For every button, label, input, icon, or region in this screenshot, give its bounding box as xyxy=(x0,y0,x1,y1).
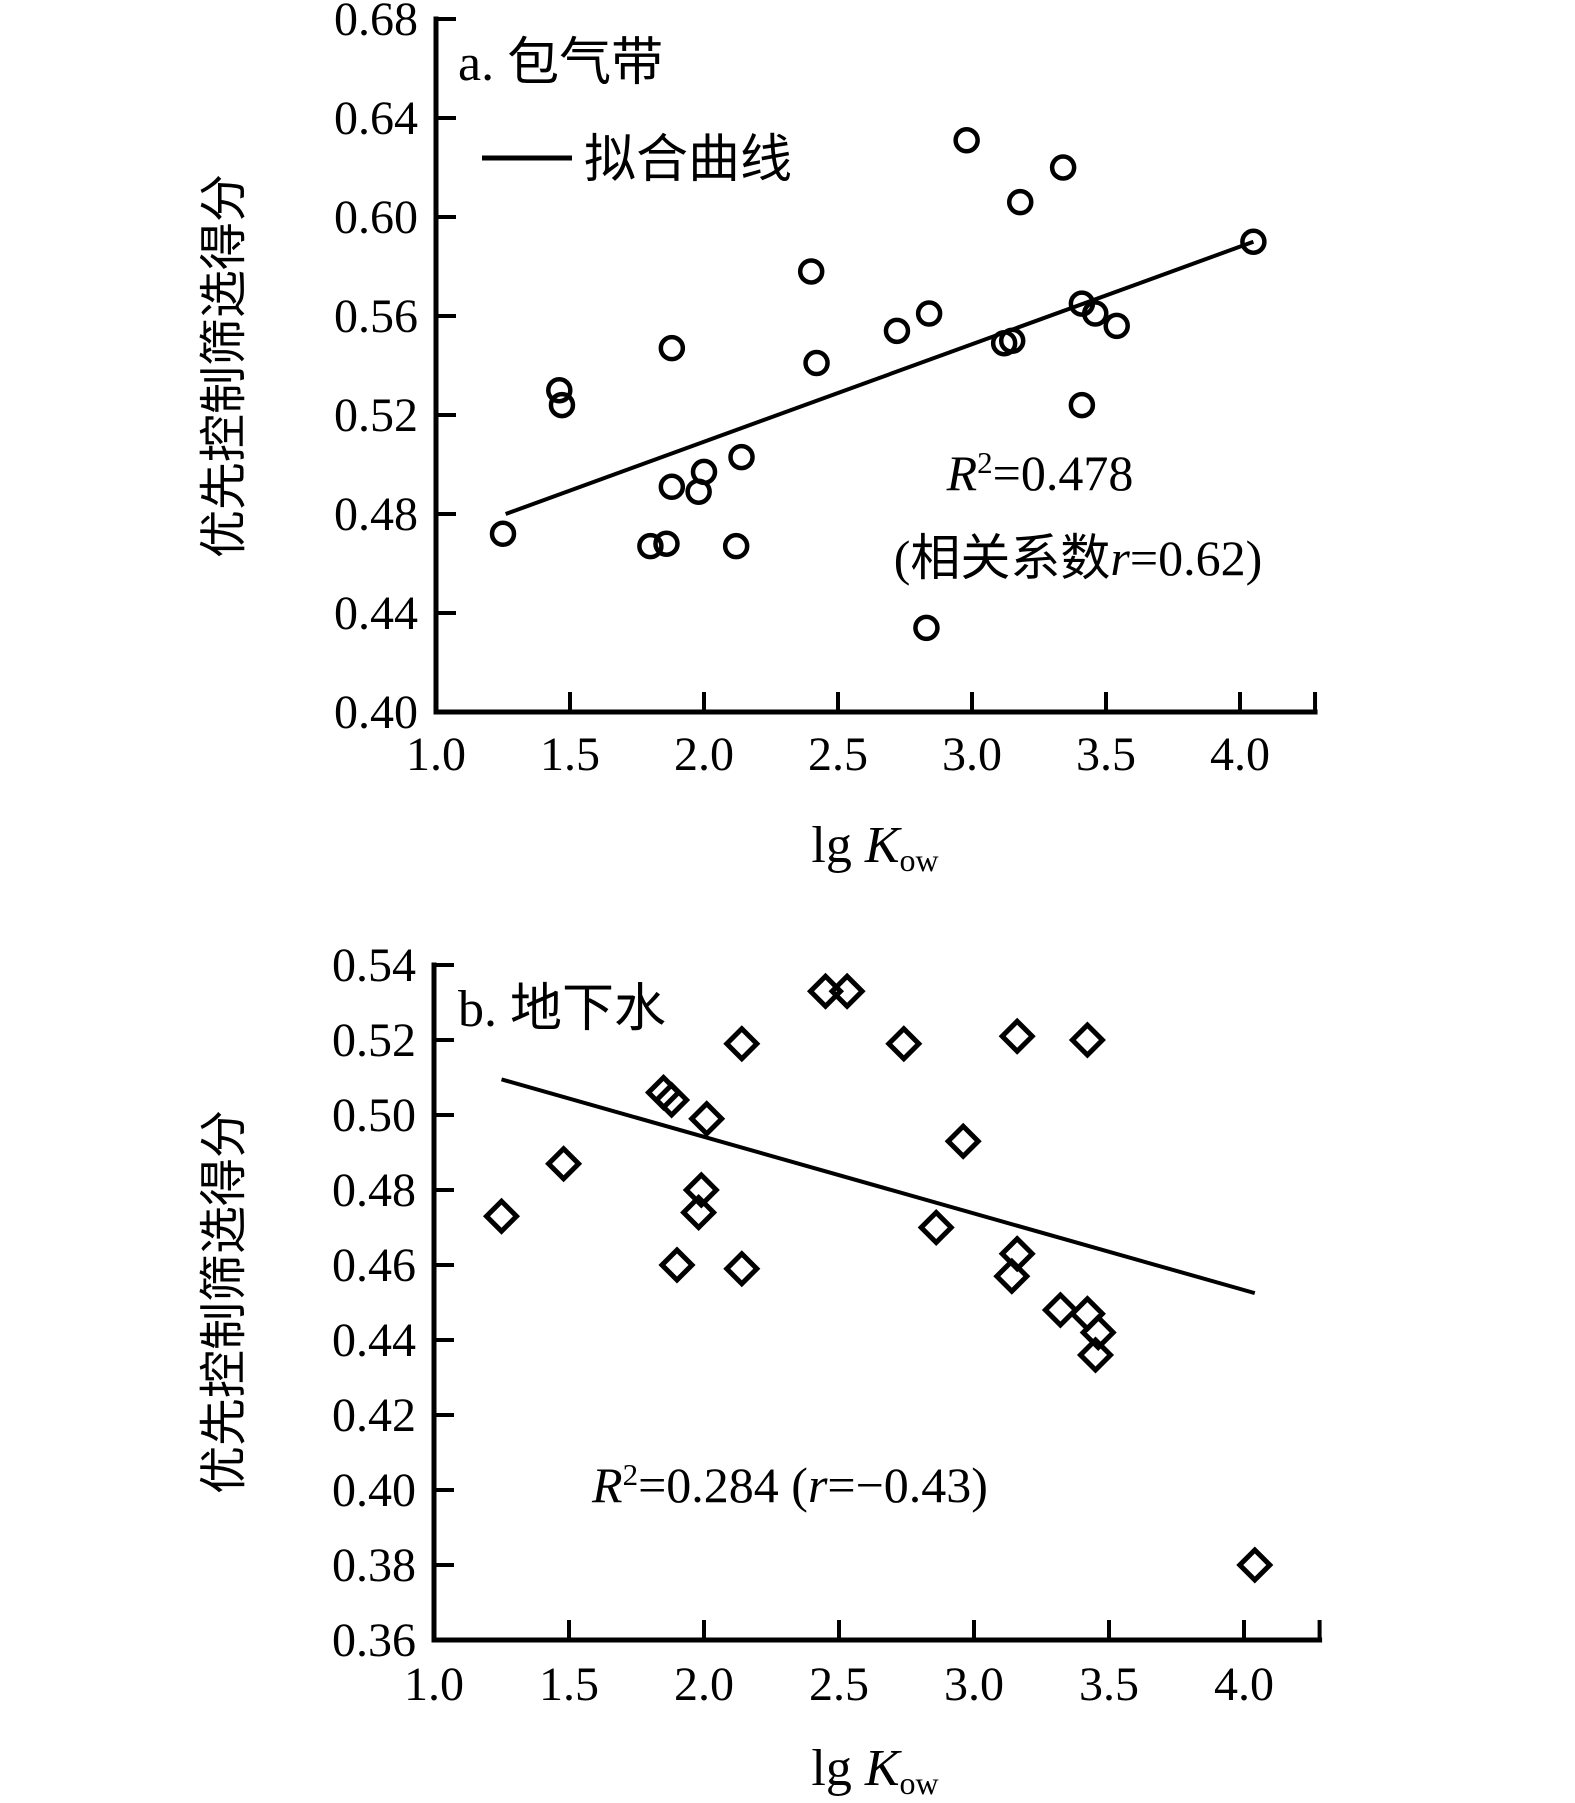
y-tick-label: 0.52 xyxy=(332,1014,416,1067)
y-tick-label: 0.44 xyxy=(332,1314,416,1367)
data-point-diamond xyxy=(680,1193,718,1232)
panel-b: 0.54 0.52 0.50 0.48 0.46 0.44 0.42 0.40 0.38 0.36… xyxy=(198,939,1323,1801)
data-point-diamond xyxy=(806,972,845,1010)
y-tick-label: 0.64 xyxy=(334,92,418,145)
data-point-circle xyxy=(653,530,680,557)
x-tick-label: 3.0 xyxy=(944,1658,1004,1711)
y-axis-title-a: 优先控制筛选得分 xyxy=(198,174,251,558)
y-tick-label: 0.60 xyxy=(334,191,418,244)
y-tick-label: 0.38 xyxy=(332,1539,416,1592)
data-point-circle xyxy=(658,334,686,362)
data-point-circle xyxy=(913,614,940,642)
x-tick-label: 3.5 xyxy=(1079,1658,1139,1711)
data-point-diamond xyxy=(545,1145,583,1183)
data-point-diamond xyxy=(688,1100,726,1138)
data-point-diamond xyxy=(998,1017,1036,1055)
y-tick-label: 0.50 xyxy=(332,1089,416,1142)
panel-a: 0.68 0.64 0.60 0.56 0.52 0.48 0.44 0.401.0 1.5 2.… xyxy=(198,0,1318,878)
data-point-circle xyxy=(1049,154,1077,181)
data-point-circle xyxy=(658,473,686,501)
data-point-diamond xyxy=(682,1171,720,1209)
data-point-diamond xyxy=(1068,1021,1106,1059)
data-point-circle xyxy=(1240,228,1267,255)
data-point-circle xyxy=(722,532,750,560)
x-tick-label: 2.0 xyxy=(674,1658,734,1711)
axes-b xyxy=(431,962,1323,1643)
x-tick-label: 2.5 xyxy=(809,1658,869,1711)
x-axis-title-b: lg Kow xyxy=(811,1740,938,1801)
axes-a xyxy=(433,16,1318,715)
y-tick-label: 0.54 xyxy=(332,939,416,992)
data-point-circle xyxy=(728,443,755,471)
y-tick-label: 0.48 xyxy=(332,1164,416,1217)
data-point-circle xyxy=(953,127,980,154)
x-tick-label: 3.0 xyxy=(942,728,1002,781)
y-tick-label: 0.68 xyxy=(334,0,418,46)
data-point-circle xyxy=(998,327,1026,354)
data-point-diamond xyxy=(1236,1546,1274,1584)
data-point-diamond xyxy=(1041,1291,1079,1329)
data-point-circle xyxy=(1068,391,1096,419)
annotation-b-0: R2=0.284 (r=−0.43) xyxy=(591,1457,988,1513)
x-tick-label: 1.0 xyxy=(404,1658,464,1711)
data-point-circle xyxy=(1082,300,1109,327)
x-tick-label: 1.0 xyxy=(406,728,466,781)
data-point-diamond xyxy=(723,1025,761,1063)
data-point-diamond xyxy=(917,1208,955,1247)
data-point-diamond xyxy=(828,972,866,1010)
data-point-circle xyxy=(637,532,664,560)
points-a xyxy=(489,127,1267,642)
y-axis-title-b: 优先控制筛选得分 xyxy=(198,1110,251,1494)
fit-line-b xyxy=(500,1077,1256,1296)
data-point-circle xyxy=(1006,188,1034,216)
x-tick-label: 3.5 xyxy=(1076,728,1136,781)
fit-line-a xyxy=(504,239,1255,516)
annotation-a-0: R2=0.478 xyxy=(946,445,1134,501)
y-tick-label: 0.44 xyxy=(334,587,418,640)
annotation-a-1: (相关系数r=0.62) xyxy=(894,530,1262,586)
data-point-diamond xyxy=(1079,1313,1117,1352)
x-axis-title-a: lg Kow xyxy=(811,817,938,878)
y-tick-label: 0.48 xyxy=(334,488,418,541)
y-tick-label: 0.52 xyxy=(334,389,418,442)
panel-title-a: a. 包气带 xyxy=(458,35,663,92)
data-point-circle xyxy=(797,258,825,285)
y-tick-label: 0.46 xyxy=(332,1239,416,1292)
data-point-diamond xyxy=(1068,1295,1106,1333)
panel-title-b: b. 地下水 xyxy=(458,981,666,1038)
y-tick-label: 0.42 xyxy=(332,1389,416,1442)
points-b xyxy=(482,972,1274,1584)
data-point-circle xyxy=(915,300,943,327)
y-tick-label: 0.40 xyxy=(332,1464,416,1517)
data-point-circle xyxy=(548,391,576,419)
data-point-diamond xyxy=(993,1257,1031,1295)
y-tick-label: 0.56 xyxy=(334,290,418,343)
data-point-diamond xyxy=(482,1197,521,1235)
data-point-diamond xyxy=(944,1122,982,1160)
data-point-circle xyxy=(690,458,718,486)
data-point-diamond xyxy=(723,1250,761,1288)
data-point-diamond xyxy=(1076,1336,1115,1374)
data-point-circle xyxy=(546,377,573,404)
x-tick-label: 1.5 xyxy=(539,1658,599,1711)
data-point-diamond xyxy=(885,1025,923,1063)
x-tick-label: 4.0 xyxy=(1214,1658,1274,1711)
data-point-diamond xyxy=(658,1246,696,1284)
data-point-diamond xyxy=(653,1081,691,1119)
data-point-circle xyxy=(489,520,517,548)
legend-label: 拟合曲线 xyxy=(584,132,792,189)
y-tick-label: 0.40 xyxy=(334,686,418,739)
x-tick-label: 1.5 xyxy=(540,728,600,781)
data-point-circle xyxy=(803,349,830,377)
data-point-circle xyxy=(883,317,911,345)
x-tick-label: 2.0 xyxy=(674,728,734,781)
y-tick-label: 0.36 xyxy=(332,1614,416,1667)
x-tick-label: 4.0 xyxy=(1210,728,1270,781)
x-tick-label: 2.5 xyxy=(808,728,868,781)
data-point-circle xyxy=(1103,312,1130,340)
